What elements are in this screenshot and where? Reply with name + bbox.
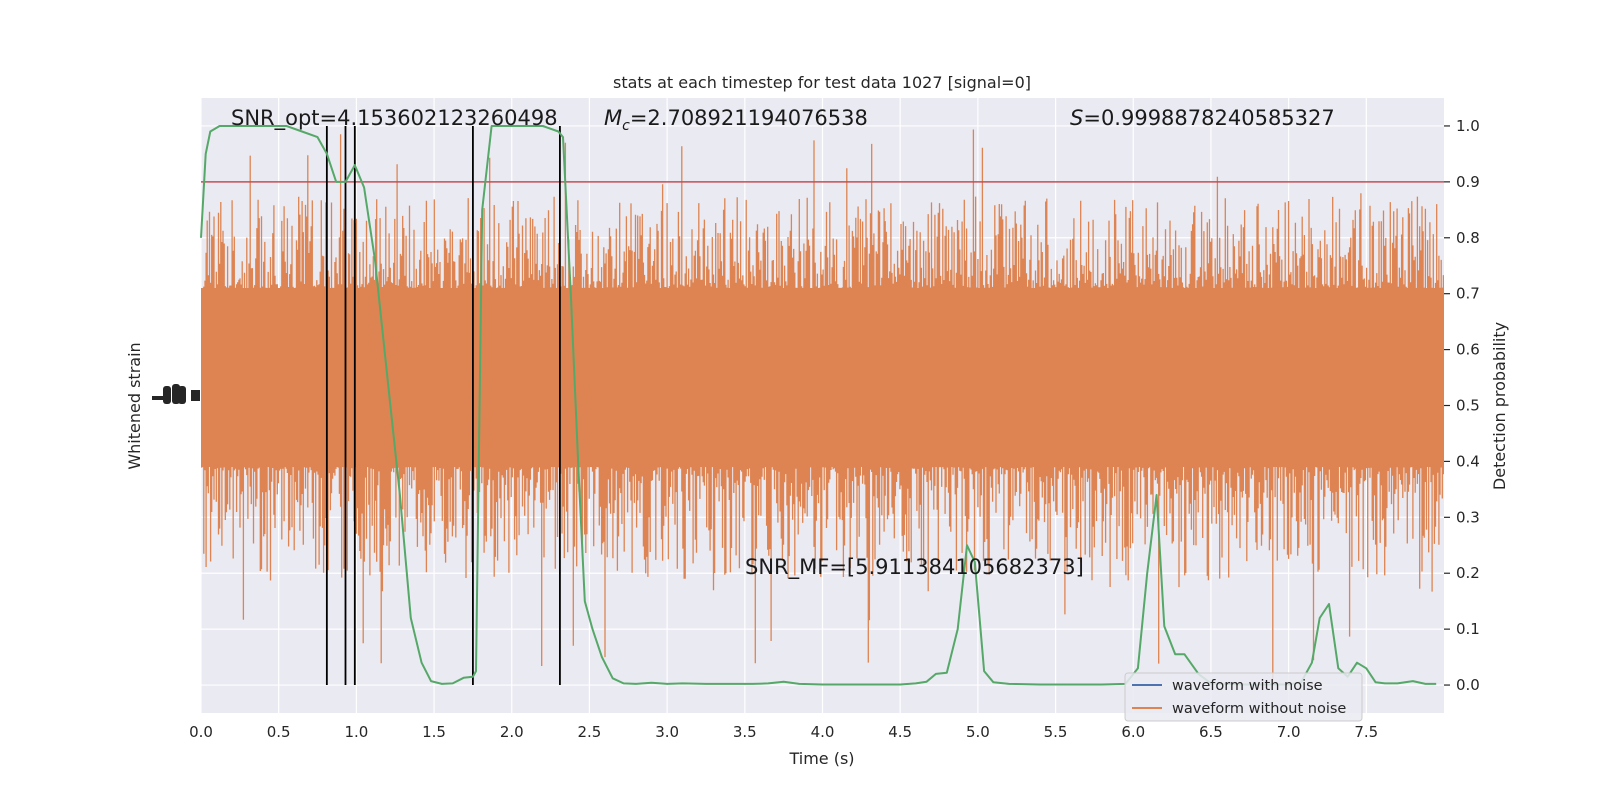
- y-axis-left-label: Whitened strain: [125, 342, 144, 469]
- x-tick-label: 6.0: [1121, 723, 1145, 741]
- x-tick-label: 2.0: [500, 723, 524, 741]
- x-tick-label: 1.5: [422, 723, 446, 741]
- y-axis-right-ticks: 0.0 0.1 0.2 0.3 0.4 0.5 0.6 0.7 0.8 0.9 1.0: [1444, 117, 1480, 694]
- s-value: =0.9998878240585327: [1083, 106, 1334, 130]
- y-tick-label: 0.3: [1456, 508, 1480, 526]
- snr-mf-annotation: SNR_MF=[5.911384105682373]: [745, 555, 1084, 580]
- y-tick-label: 0.2: [1456, 564, 1480, 582]
- legend-box: [1124, 672, 1363, 722]
- snr-opt-annotation: SNR_opt=4.153602123260498: [231, 106, 558, 131]
- x-tick-label: 7.5: [1354, 723, 1378, 741]
- y-tick-label: 0.4: [1456, 452, 1480, 470]
- y-tick-label: 0.1: [1456, 620, 1480, 638]
- chart-title: stats at each timestep for test data 102…: [613, 73, 1031, 92]
- strain-spikes: [201, 129, 1444, 681]
- y-tick-label: 0.8: [1456, 229, 1480, 247]
- y-axis-right-label: Detection probability: [1490, 322, 1509, 490]
- y-tick-label: 0.0: [1456, 676, 1480, 694]
- x-tick-label: 0.0: [189, 723, 213, 741]
- strain-series: [201, 129, 1444, 681]
- x-tick-label: 3.5: [733, 723, 757, 741]
- y-tick-label: 0.6: [1456, 341, 1480, 359]
- x-axis-label: Time (s): [788, 749, 854, 768]
- x-tick-label: 4.0: [811, 723, 835, 741]
- s-annotation: S=0.9998878240585327: [1070, 106, 1335, 130]
- y-tick-label: 0.7: [1456, 285, 1480, 303]
- x-tick-label: 4.5: [888, 723, 912, 741]
- legend-label-without-noise: waveform without noise: [1172, 701, 1346, 717]
- mc-subscript: c: [622, 118, 630, 134]
- x-tick-label: 6.5: [1199, 723, 1223, 741]
- mc-annotation: Mc=2.708921194076538: [604, 106, 868, 134]
- x-axis-ticks: 0.0 0.5 1.0 1.5 2.0 2.5 3.0 3.5 4.0 4.5 5.0 5.5 6.0 6…: [189, 723, 1378, 741]
- x-tick-label: 0.5: [267, 723, 291, 741]
- x-tick-label: 3.0: [655, 723, 679, 741]
- y-tick-label: 1.0: [1456, 117, 1480, 135]
- x-tick-label: 5.0: [966, 723, 990, 741]
- y-tick-label: 0.5: [1456, 397, 1480, 415]
- mc-symbol: M: [604, 106, 622, 130]
- legend: waveform with noise waveform without noi…: [1124, 672, 1363, 722]
- s-symbol: S: [1070, 106, 1083, 130]
- x-tick-label: 1.0: [344, 723, 368, 741]
- left-axis-overlapped-ticks: [152, 384, 200, 404]
- mc-value: =2.708921194076538: [630, 106, 868, 130]
- y-tick-label: 0.9: [1456, 173, 1480, 191]
- x-tick-label: 7.0: [1277, 723, 1301, 741]
- vertical-markers: [325, 125, 561, 686]
- legend-label-with-noise: waveform with noise: [1172, 678, 1323, 694]
- x-tick-label: 5.5: [1044, 723, 1068, 741]
- x-tick-label: 2.5: [578, 723, 602, 741]
